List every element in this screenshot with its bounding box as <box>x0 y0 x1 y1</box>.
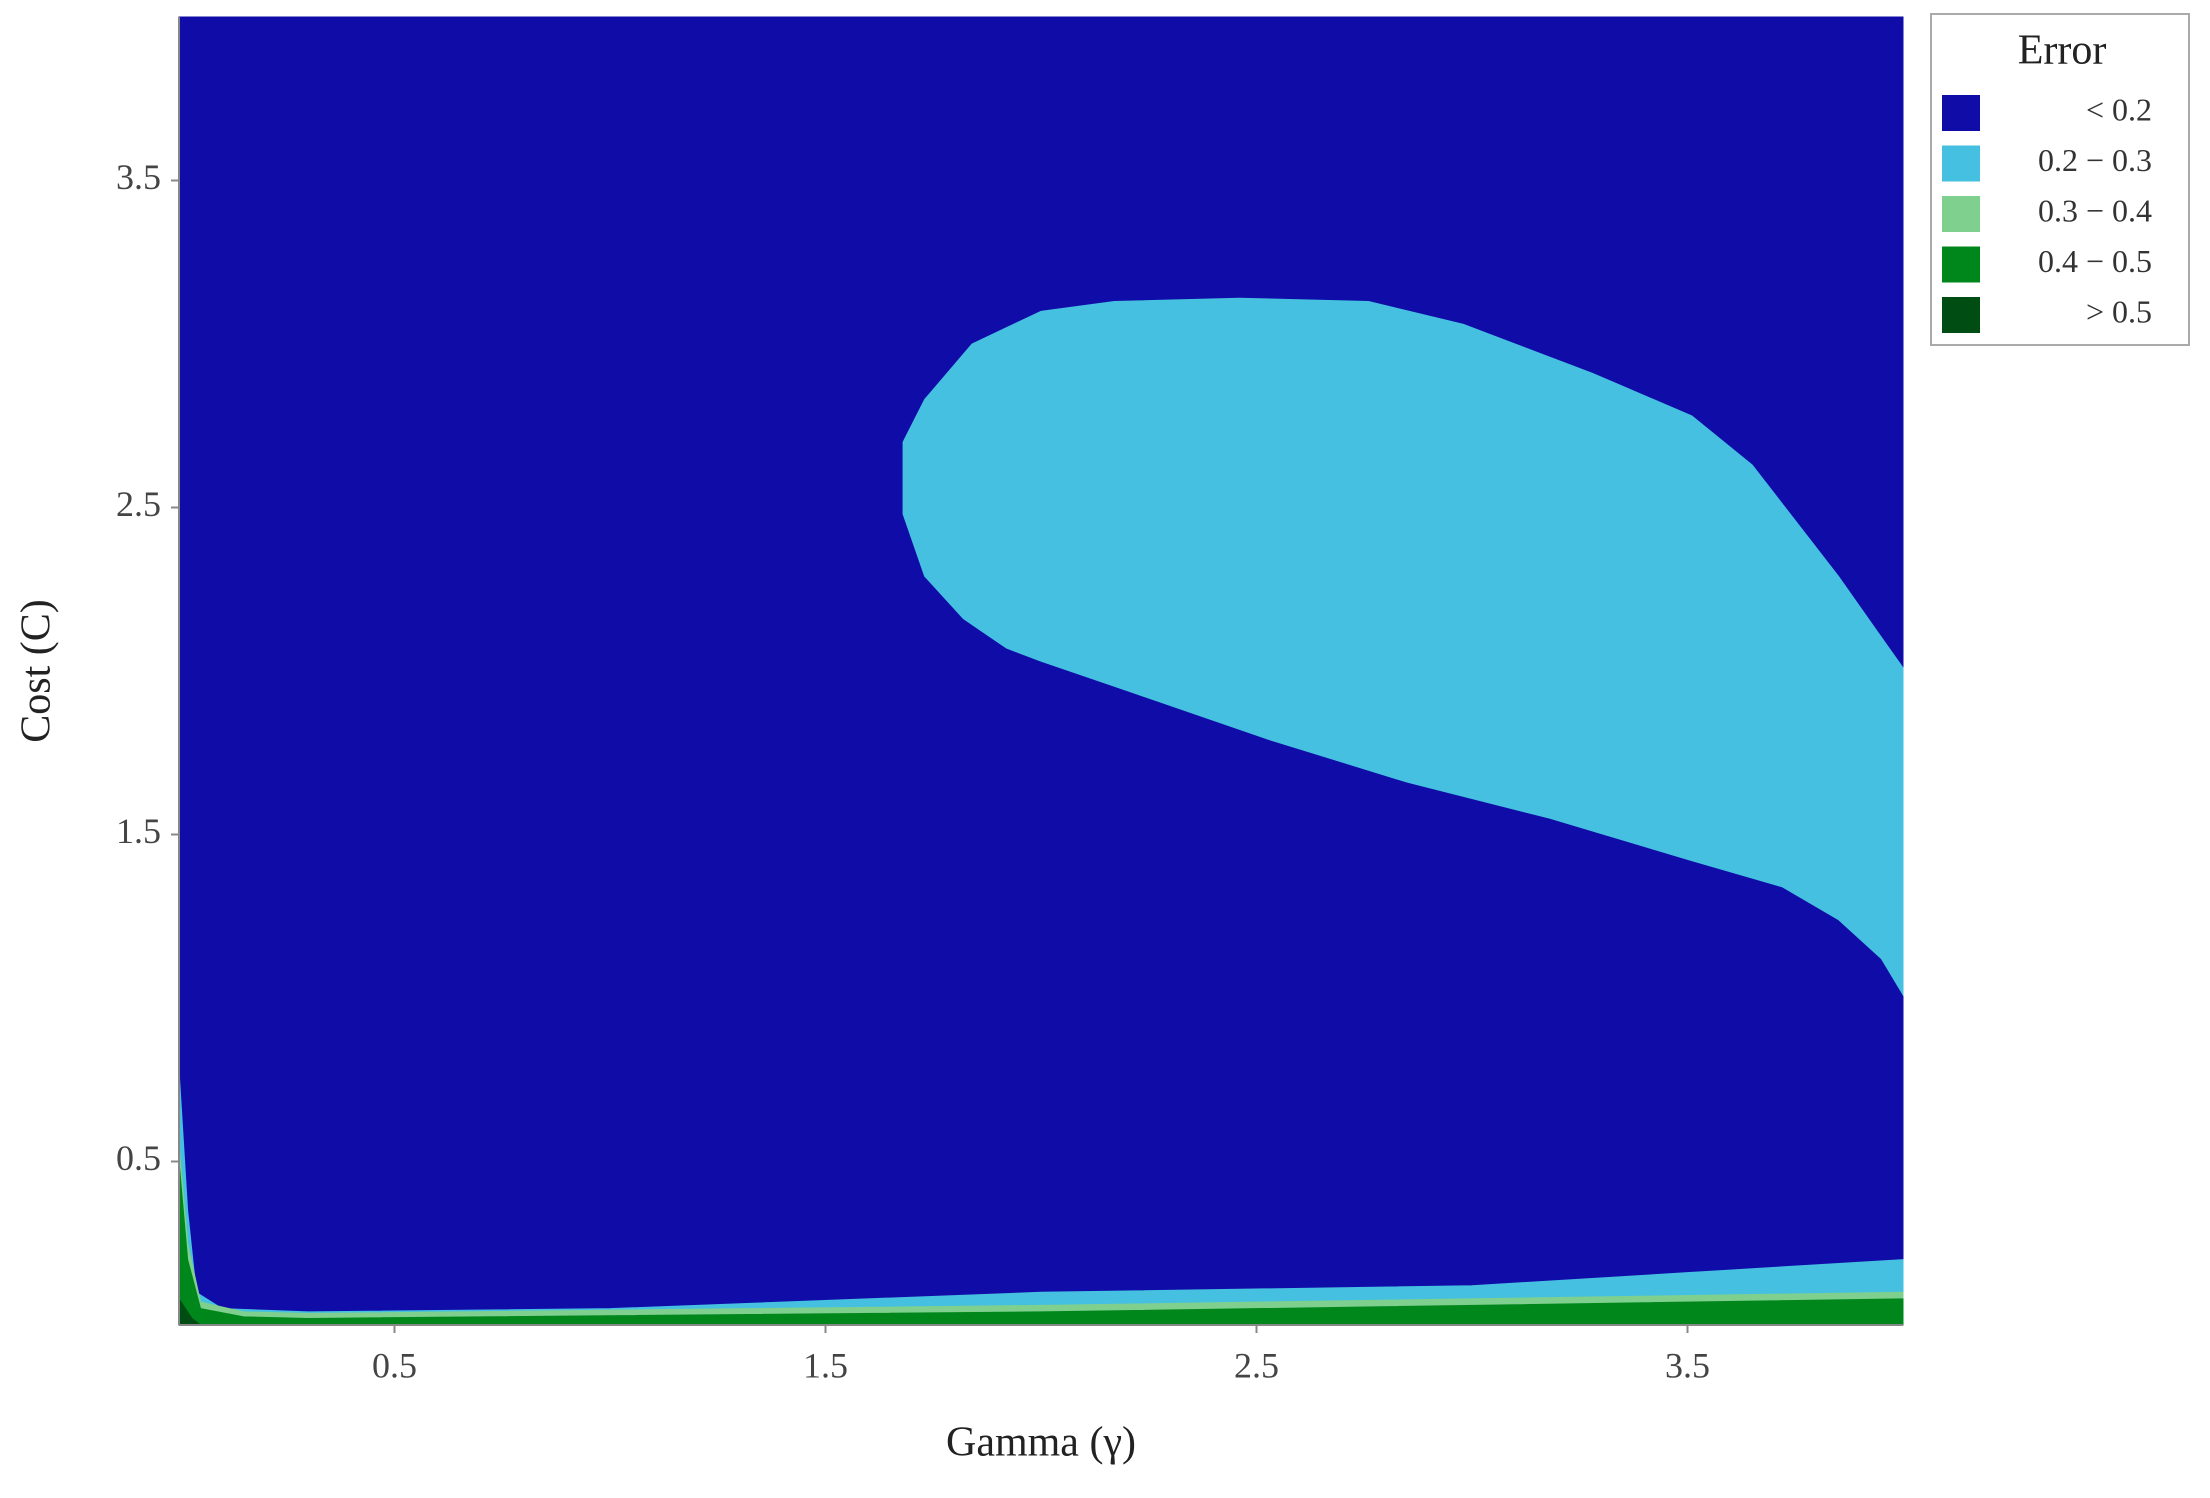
y-tick-label: 2.5 <box>116 484 161 524</box>
y-tick-label: 0.5 <box>116 1138 161 1178</box>
legend-label: < 0.2 <box>2086 91 2152 127</box>
legend-label: > 0.5 <box>2086 293 2152 329</box>
legend-label: 0.3 − 0.4 <box>2038 192 2152 228</box>
x-tick-label: 2.5 <box>1234 1345 1279 1385</box>
legend-label: 0.2 − 0.3 <box>2038 142 2152 178</box>
x-axis-title: Gamma (γ) <box>946 1420 1136 1466</box>
y-tick-label: 3.5 <box>116 157 161 197</box>
legend-swatch <box>1942 196 1980 232</box>
x-tick-label: 0.5 <box>372 1345 417 1385</box>
legend-swatch <box>1942 95 1980 131</box>
legend-title: Error <box>2018 28 2107 74</box>
legend-swatch <box>1942 297 1980 333</box>
y-tick-label: 1.5 <box>116 811 161 851</box>
legend-label: 0.4 − 0.5 <box>2038 243 2152 279</box>
x-tick-label: 3.5 <box>1665 1345 1710 1385</box>
y-axis-title: Cost (C) <box>14 599 60 743</box>
legend-swatch <box>1942 246 1980 283</box>
contour-region <box>902 297 1904 997</box>
x-tick-label: 1.5 <box>803 1345 848 1385</box>
legend-swatch <box>1942 145 1980 182</box>
